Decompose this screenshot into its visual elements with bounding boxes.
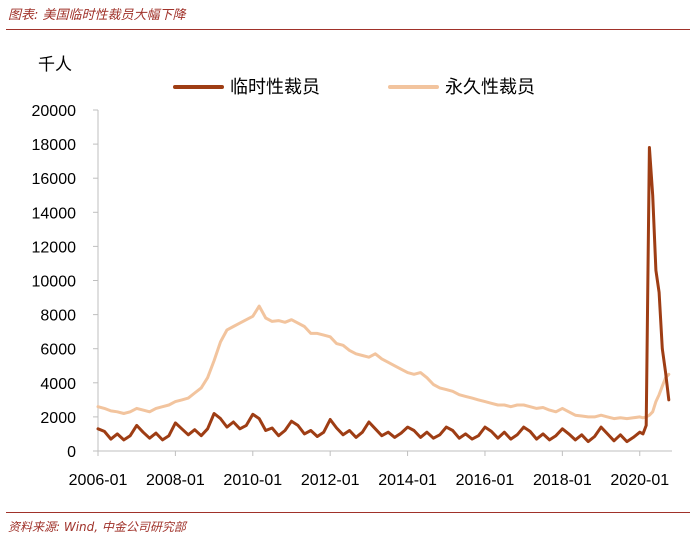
series-line-temporary xyxy=(96,146,671,444)
y-axis-ticks: 0 2000 4000 6000 8000 10000 12000 14000 16000 180… xyxy=(32,103,98,461)
bottom-rule xyxy=(6,512,690,513)
y-tick-label: 14000 xyxy=(32,205,77,222)
figure-title: 图表: 美国临时性裁员大幅下降 xyxy=(8,8,186,23)
y-tick-label: 18000 xyxy=(32,137,77,154)
legend: 临时性裁员 永久性裁员 xyxy=(173,77,535,98)
x-tick-label: 2006-01 xyxy=(69,472,128,489)
x-tick-label: 2010-01 xyxy=(223,472,282,489)
y-tick-label: 4000 xyxy=(40,376,76,393)
y-tick-label: 6000 xyxy=(40,342,76,359)
x-tick-label: 2018-01 xyxy=(533,472,592,489)
y-tick-label: 20000 xyxy=(32,103,77,120)
y-tick-label: 10000 xyxy=(32,274,77,291)
series-lines xyxy=(96,146,671,444)
x-tick-label: 2016-01 xyxy=(456,472,515,489)
x-axis-ticks: 2006-01 2008-01 2010-01 2012-01 2014-01 2016-… xyxy=(69,451,669,489)
y-tick-label: 16000 xyxy=(32,171,77,188)
x-tick-label: 2014-01 xyxy=(378,472,437,489)
y-tick-label: 12000 xyxy=(32,239,77,256)
x-tick-label: 2012-01 xyxy=(301,472,360,489)
y-tick-label: 8000 xyxy=(40,308,76,325)
x-tick-label: 2020-01 xyxy=(610,472,669,489)
y-axis-unit-label: 千人 xyxy=(38,55,72,75)
y-tick-label: 0 xyxy=(67,444,76,461)
axes xyxy=(97,110,672,452)
source-note: 资料来源: Wind, 中金公司研究部 xyxy=(8,520,186,534)
series-line-permanent xyxy=(96,304,671,421)
legend-label-temporary: 临时性裁员 xyxy=(230,77,320,98)
y-tick-label: 2000 xyxy=(40,410,76,427)
legend-label-permanent: 永久性裁员 xyxy=(445,77,535,98)
x-tick-label: 2008-01 xyxy=(146,472,205,489)
top-rule xyxy=(6,29,690,30)
line-chart: 0 2000 4000 6000 8000 10000 12000 14000 16000 180… xyxy=(32,55,672,489)
